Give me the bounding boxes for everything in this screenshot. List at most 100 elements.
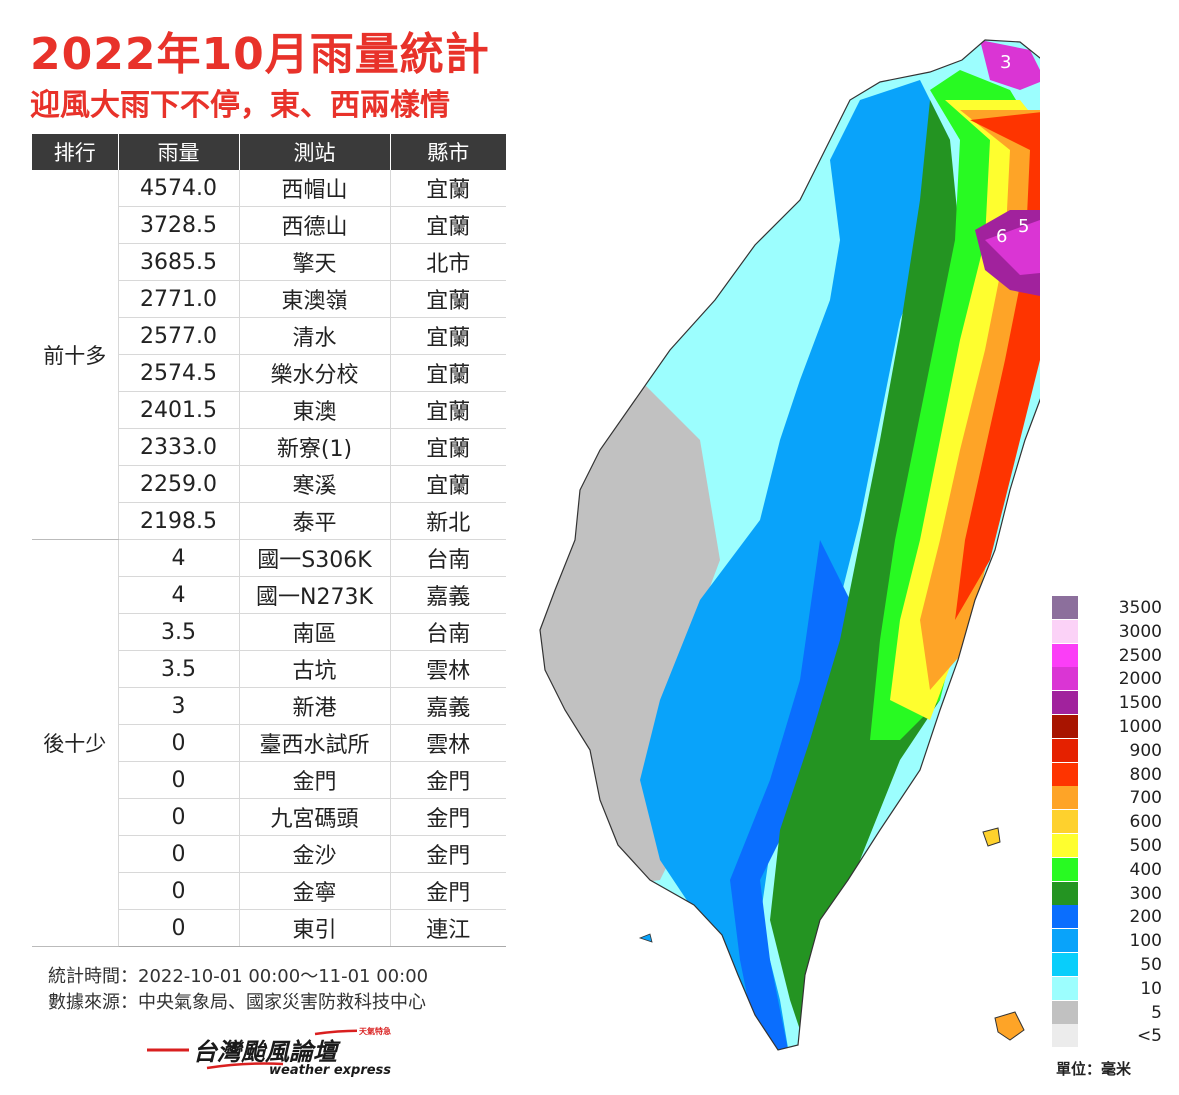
table-row: 0 東引 連江	[32, 909, 506, 947]
legend-label: 50	[1140, 955, 1162, 975]
logo: 天氣特急 台灣颱風論壇 weather express	[145, 1022, 395, 1082]
legend-item: 2500	[1052, 643, 1162, 668]
legend-label: 10	[1140, 978, 1162, 999]
legend-label: <5	[1136, 1026, 1162, 1047]
county-cell: 台南	[390, 613, 506, 651]
station-cell: 東引	[239, 909, 391, 947]
table-row: 0 九宮碼頭 金門	[32, 798, 506, 836]
station-cell: 西德山	[239, 206, 391, 244]
legend-swatch	[1052, 953, 1078, 976]
legend-swatch	[1052, 881, 1078, 905]
legend-label: 3500	[1118, 598, 1162, 618]
legend-item: 800	[1052, 762, 1162, 787]
county-cell: 嘉義	[390, 687, 506, 725]
rain-cell: 4574.0	[118, 170, 240, 207]
page-title: 2022年10月雨量統計	[30, 29, 490, 80]
legend-item: 400	[1052, 857, 1162, 882]
county-cell: 嘉義	[390, 576, 506, 614]
rain-cell: 2259.0	[118, 465, 240, 503]
legend-item: 500	[1052, 834, 1162, 858]
station-cell: 臺西水試所	[239, 724, 391, 762]
table-row: 2771.0 東澳嶺 宜蘭	[32, 280, 506, 318]
legend-swatch	[1052, 786, 1078, 810]
station-cell: 南區	[239, 613, 391, 651]
county-cell: 金門	[390, 761, 506, 799]
legend-item: 100	[1052, 929, 1162, 953]
top-group-label: 前十多	[32, 170, 119, 540]
taiwan-rainfall-map: 3 10 6 5 2 1 4	[520, 20, 1129, 1080]
station-cell: 東澳	[239, 391, 391, 429]
legend-item: 50	[1052, 953, 1162, 977]
rain-cell: 3728.5	[118, 206, 240, 244]
legend-swatch	[1052, 762, 1078, 786]
rain-cell: 2198.5	[118, 502, 240, 540]
table-row: 2401.5 東澳 宜蘭	[32, 391, 506, 429]
legend-item: 2000	[1052, 667, 1162, 691]
rain-cell: 2574.5	[118, 354, 240, 392]
legend-label: 800	[1129, 764, 1162, 785]
legend-swatch	[1052, 691, 1078, 715]
station-cell: 九宮碼頭	[239, 798, 391, 836]
legend-label: 900	[1129, 740, 1162, 761]
county-cell: 宜蘭	[390, 428, 506, 466]
station-cell: 國一N273K	[239, 576, 391, 614]
rain-cell: 3685.5	[118, 243, 240, 281]
legend-swatch	[1052, 596, 1078, 619]
legend-label: 300	[1129, 883, 1162, 904]
logo-name: 台灣颱風論壇	[193, 1038, 341, 1066]
station-cell: 寒溪	[239, 465, 391, 503]
table-row: 3 新港 嘉義	[32, 687, 506, 725]
legend-item: <5	[1052, 1024, 1162, 1048]
legend-item: 1500	[1052, 691, 1162, 715]
legend-label: 1000	[1118, 717, 1162, 737]
county-cell: 新北	[390, 502, 506, 540]
header-county: 縣市	[390, 134, 506, 170]
station-cell: 金寧	[239, 872, 391, 910]
legend-label: 2500	[1118, 645, 1162, 666]
table-row: 4 國一N273K 嘉義	[32, 576, 506, 614]
rainfall-ranking-table: 排行 雨量 測站 縣市 前十多 4574.0 西帽山 宜蘭 3728.5 西德山 宜蘭 368…	[32, 134, 506, 947]
rain-cell: 2401.5	[118, 391, 240, 429]
table-row: 0 金門 金門	[32, 761, 506, 799]
logo-english: weather express	[269, 1063, 391, 1078]
table-row: 2259.0 寒溪 宜蘭	[32, 465, 506, 503]
header-rainfall: 雨量	[118, 134, 240, 170]
table-row: 前十多 4574.0 西帽山 宜蘭	[32, 170, 506, 540]
rain-cell: 0	[118, 761, 240, 799]
legend-item: 200	[1052, 905, 1162, 929]
logo-tag: 天氣特急	[359, 1026, 391, 1036]
rain-cell: 2577.0	[118, 317, 240, 355]
station-cell: 新港	[239, 687, 391, 725]
rain-cell: 4	[118, 539, 240, 577]
table-header-row: 排行 雨量 測站 縣市	[32, 134, 506, 170]
legend-item: 700	[1052, 786, 1162, 810]
legend-item: 3000	[1052, 619, 1162, 644]
legend-label: 5	[1151, 1002, 1162, 1023]
legend-swatch	[1052, 905, 1078, 929]
page-subtitle: 迎風大雨下不停，東、西兩樣情	[30, 88, 450, 123]
county-cell: 宜蘭	[390, 354, 506, 392]
county-cell: 宜蘭	[390, 170, 506, 207]
legend-swatch	[1052, 715, 1078, 738]
county-cell: 金門	[390, 872, 506, 910]
legend-swatch	[1052, 738, 1078, 762]
table-row: 2577.0 清水 宜蘭	[32, 317, 506, 355]
station-cell: 金沙	[239, 835, 391, 873]
station-cell: 擎天	[239, 243, 391, 281]
table-row: 3.5 南區 台南	[32, 613, 506, 651]
legend-label: 100	[1129, 931, 1162, 952]
table-row: 後十少 4 國一S306K 台南	[32, 539, 506, 947]
legend-item: 900	[1052, 738, 1162, 763]
county-cell: 台南	[390, 539, 506, 577]
station-cell: 金門	[239, 761, 391, 799]
rain-cell: 2333.0	[118, 428, 240, 466]
rain-cell: 0	[118, 872, 240, 910]
bottom-group-label: 後十少	[32, 539, 119, 947]
rain-cell: 0	[118, 909, 240, 947]
legend-swatch	[1052, 643, 1078, 667]
table-row: 2198.5 泰平 新北	[32, 502, 506, 540]
legend-swatch	[1052, 929, 1078, 953]
legend-label: 400	[1129, 859, 1162, 880]
county-cell: 宜蘭	[390, 465, 506, 503]
legend-swatch	[1052, 834, 1078, 857]
